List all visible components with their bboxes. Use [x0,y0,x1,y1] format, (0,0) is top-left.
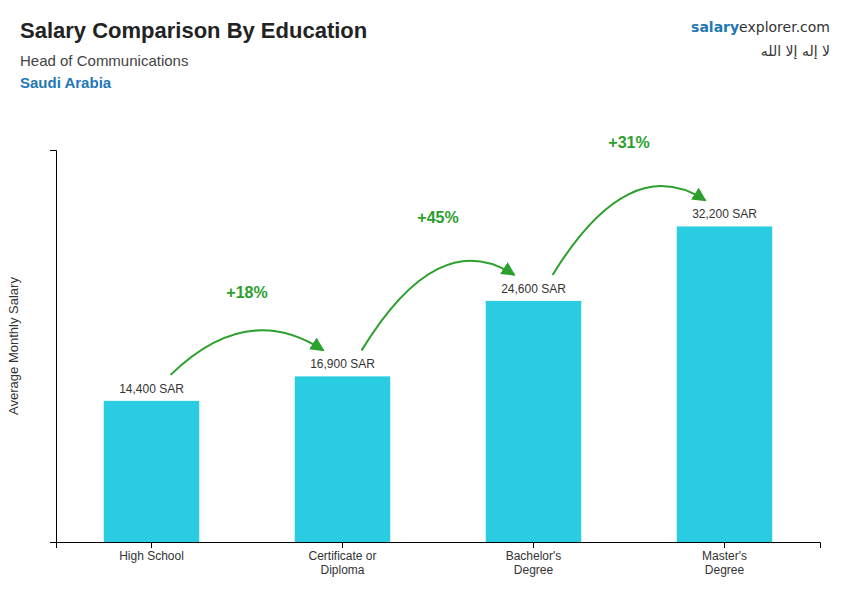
header-note: salaryexplorer.com [691,19,830,35]
x-tick: Master'sDegree [702,542,747,577]
growth-label: +45% [417,209,458,226]
bars [104,226,773,542]
data-labels: 14,400 SAR 16,900 SAR 24,600 SAR 32,200 SAR [119,207,757,395]
x-tick-label-line: Master's [702,549,747,563]
growth-label: +31% [608,134,649,151]
x-tick-label: Certificate orDiploma [308,549,376,577]
bar [295,376,391,542]
x-axis: High School Certificate orDiploma Bachelor… [57,542,821,577]
chart-svg: High School Certificate orDiploma Bachelor… [0,0,850,606]
x-tick: High School [119,542,184,563]
growth-arrow [171,330,324,375]
bar [104,401,200,542]
growth-label: +18% [226,284,267,301]
x-tick: Bachelor'sDegree [506,542,562,577]
y-axis-label: Average Monthly Salary [6,277,21,415]
x-tick-mark [151,542,152,548]
subtitle: Head of Communications [20,52,188,69]
header-note: لا إله إلا الله [761,43,830,60]
x-tick-label-line: Degree [705,563,745,577]
y-axis [50,151,57,543]
x-tick-label-line: Bachelor's [506,549,562,563]
x-tick-label-line: Certificate or [308,549,376,563]
chart-container: High School Certificate orDiploma Bachelor… [0,0,850,606]
x-tick-mark [724,542,725,548]
data-label: 14,400 SAR [119,382,184,396]
bar [486,301,582,542]
x-tick-mark [342,542,343,548]
data-label: 24,600 SAR [501,282,566,296]
annotations: +18% +45% +31% salaryexplorer.com لا إله إلا… [171,19,830,375]
data-label: 32,200 SAR [692,207,757,221]
x-axis-line [57,543,821,549]
x-tick-mark [533,542,534,548]
data-label: 16,900 SAR [310,357,375,371]
x-tick: Certificate orDiploma [308,542,376,577]
x-tick-label-line: Diploma [320,563,364,577]
header-note-part: explorer.com [739,19,830,35]
bar [677,226,773,542]
growth-arrow [553,186,706,275]
subtitle: Saudi Arabia [20,74,112,91]
x-tick-label: Master'sDegree [702,549,747,577]
y-axis-line [50,151,57,543]
header-note-part: salary [691,19,739,35]
x-tick-label-line: High School [119,549,184,563]
x-tick-label-line: Degree [514,563,554,577]
title: Salary Comparison By Education [20,18,367,43]
x-tick-label: Bachelor'sDegree [506,549,562,577]
growth-arrow [362,261,515,351]
x-tick-label: High School [119,549,184,563]
